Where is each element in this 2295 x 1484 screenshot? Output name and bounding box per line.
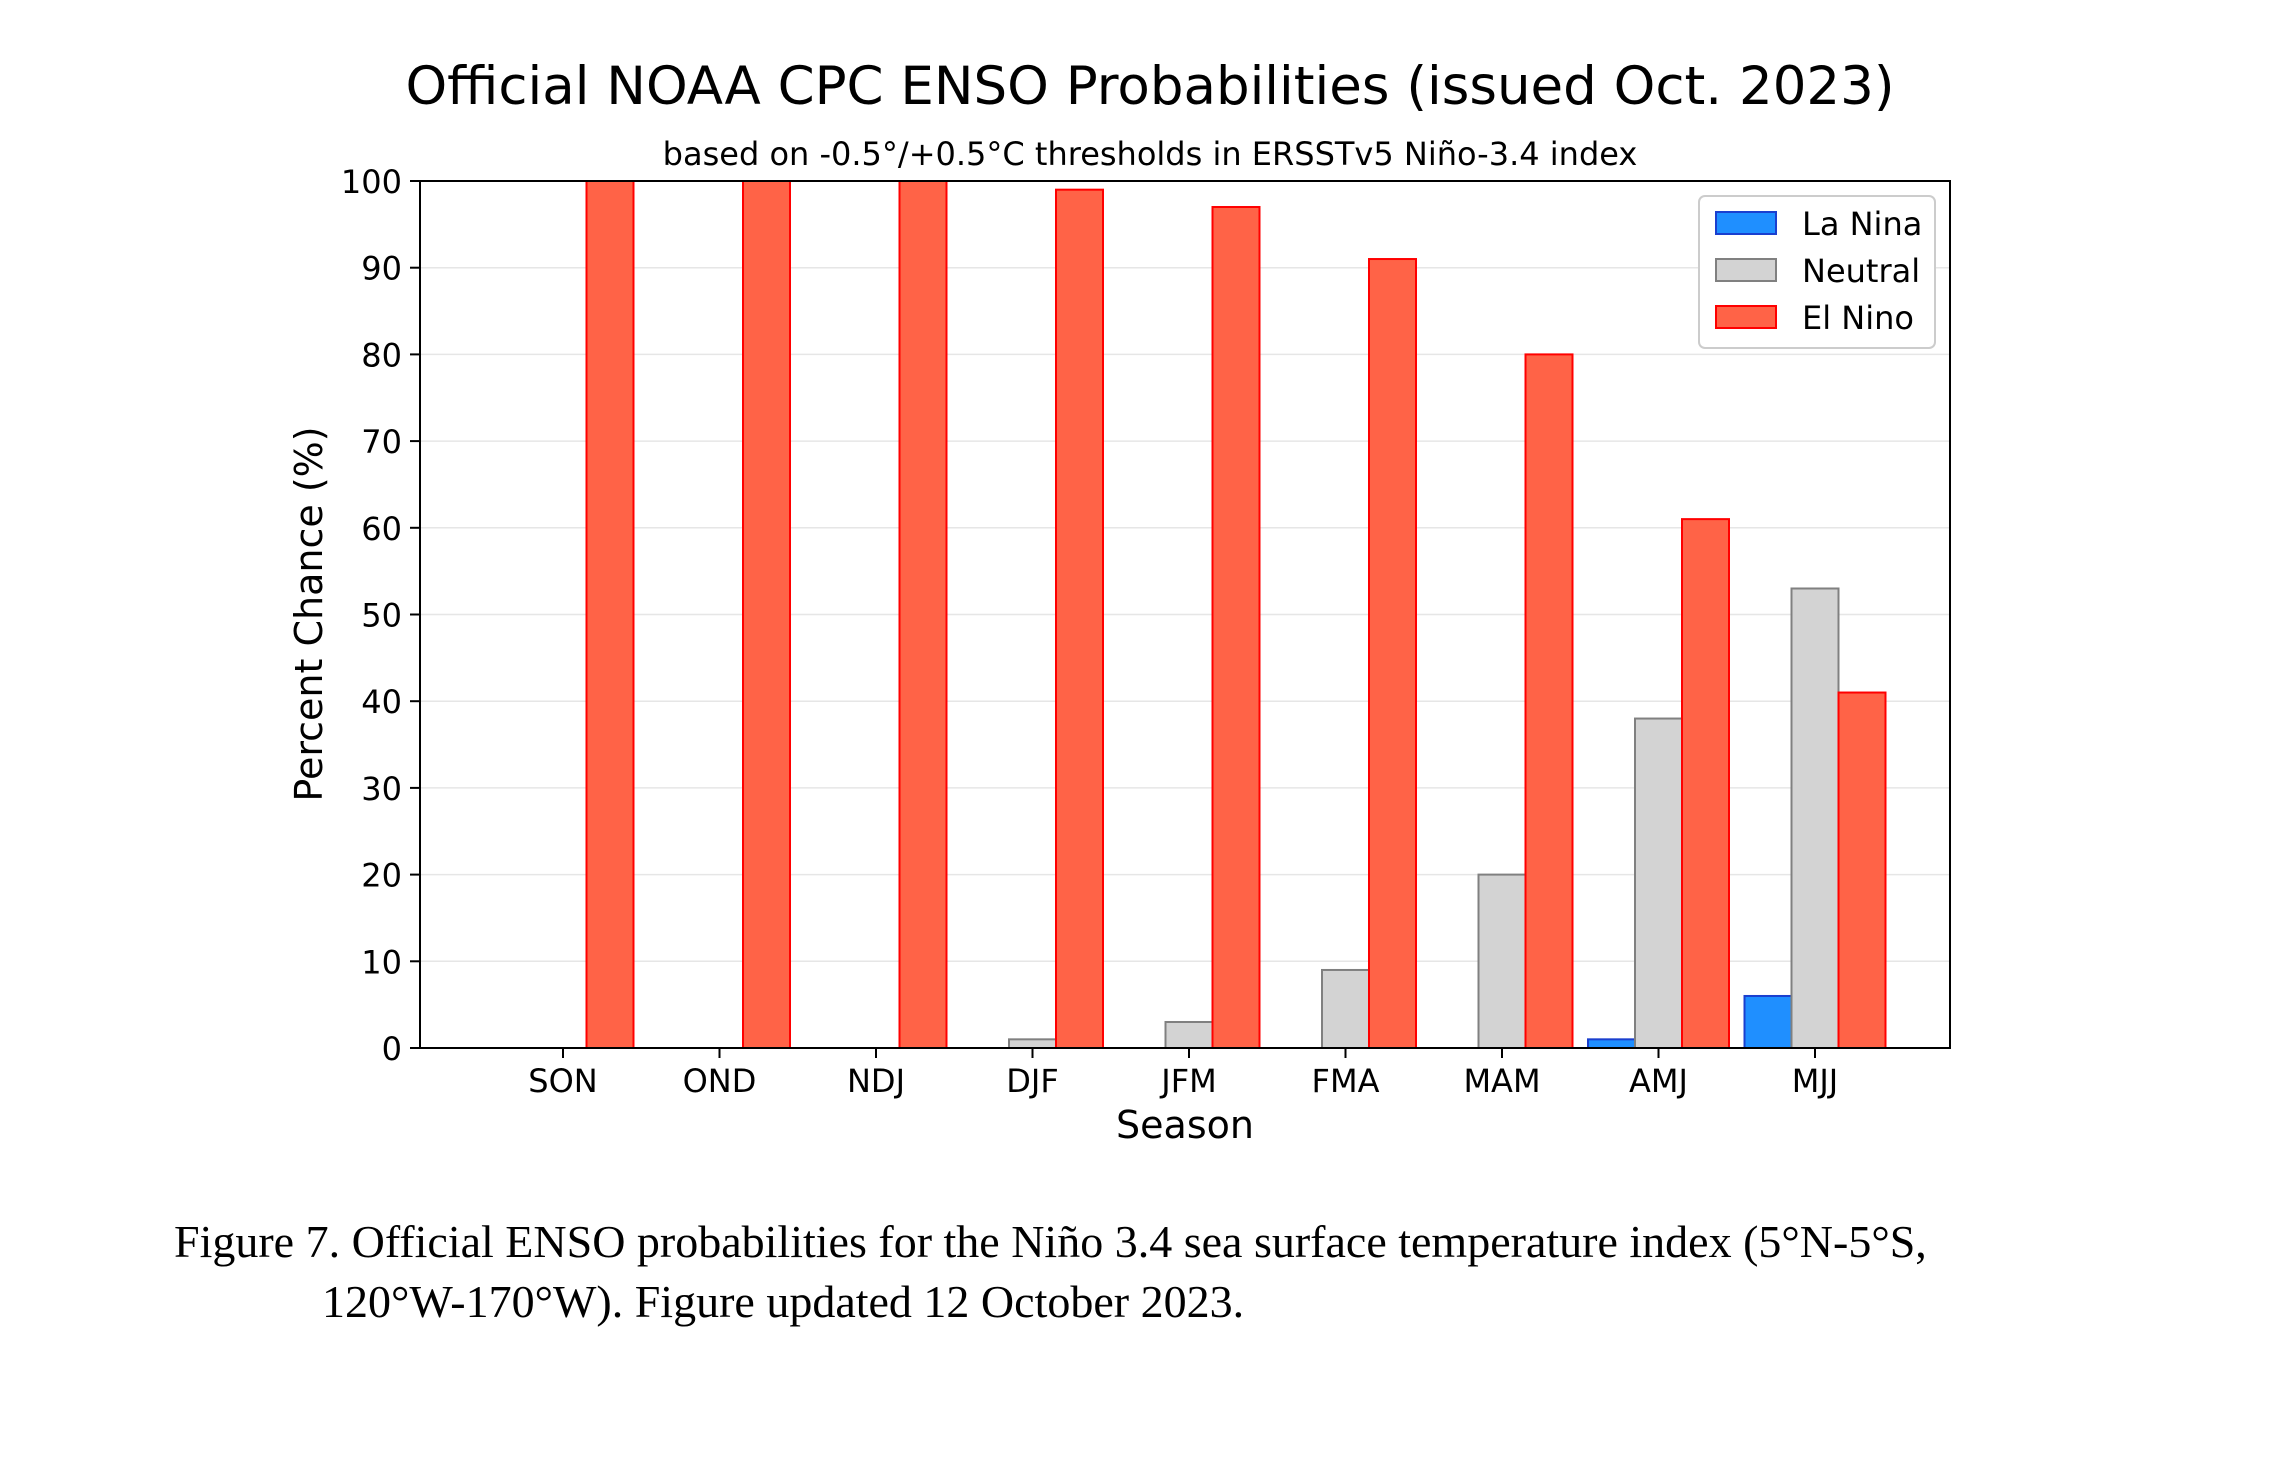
legend-items: La Nina Neutral El Nino [1715,205,1922,337]
legend-swatch-la-nina [1715,211,1777,235]
y-tick-label: 100 [341,163,402,201]
legend: La Nina Neutral El Nino [1698,195,1936,349]
figure-caption: Figure 7. Official ENSO probabilities fo… [174,1212,2184,1332]
chart-title: Official NOAA CPC ENSO Probabilities (is… [405,56,1894,117]
enso-bar-chart: Official NOAA CPC ENSO Probabilities (is… [287,56,1951,1147]
x-tick-label: DJF [1006,1062,1058,1100]
bar-el-nino-fma [1368,258,1417,1049]
bar-el-nino-amj [1681,518,1730,1049]
legend-label-el-nino: El Nino [1802,299,1914,337]
x-tick-label: SON [528,1062,597,1100]
y-tick-label: 50 [361,597,402,635]
bar-el-nino-mjj [1837,691,1887,1050]
bar-el-nino-mam [1524,353,1574,1049]
x-tick-label: AMJ [1629,1062,1688,1100]
bar-neutral-djf [1008,1038,1057,1049]
y-tick-label: 80 [361,336,402,374]
bar-neutral-amj [1634,717,1683,1049]
x-tick-label: MJJ [1792,1062,1838,1100]
y-axis-label: Percent Chance (%) [287,426,331,801]
y-tick-label: 70 [361,423,402,461]
bar-el-nino-son [585,180,635,1049]
bar-el-nino-jfm [1211,206,1261,1049]
chart-subtitle: based on -0.5°/+0.5°C thresholds in ERSS… [663,135,1638,173]
y-tick-label: 90 [361,250,402,288]
x-axis-ticks: SON OND NDJ DJF JFM FMA MAM AMJ MJJ [528,1048,1838,1100]
legend-label-neutral: Neutral [1802,252,1920,290]
bar-el-nino-ond [742,180,791,1049]
y-tick-label: 30 [361,770,402,808]
y-tick-label: 40 [361,683,402,721]
bar-el-nino-ndj [898,180,948,1049]
bar-neutral-jfm [1164,1020,1214,1049]
y-axis-ticks: 0 10 20 30 40 50 60 70 80 90 100 [341,163,420,1068]
x-tick-label: JFM [1159,1062,1216,1100]
x-tick-label: OND [683,1062,757,1100]
bar-la-nina-mjj [1743,994,1793,1049]
bar-el-nino-djf [1055,188,1104,1050]
legend-swatch-neutral [1715,258,1777,282]
y-tick-label: 0 [382,1030,402,1068]
caption-line-1: Figure 7. Official ENSO probabilities fo… [174,1216,1927,1267]
bar-la-nina-amj [1587,1038,1636,1049]
x-tick-label: NDJ [847,1062,905,1100]
bar-neutral-fma [1321,968,1370,1049]
caption-line-2: 120°W-170°W). Figure updated 12 October … [322,1276,1245,1327]
y-tick-label: 60 [361,510,402,548]
legend-swatch-el-nino [1715,305,1777,329]
y-tick-label: 10 [361,943,402,981]
x-axis-label: Season [1116,1103,1254,1147]
bar-neutral-mam [1477,873,1527,1049]
legend-label-la-nina: La Nina [1802,205,1922,243]
x-tick-label: FMA [1312,1062,1380,1100]
x-tick-label: MAM [1463,1062,1540,1100]
y-tick-label: 20 [361,857,402,895]
bar-neutral-mjj [1790,587,1840,1049]
bars [585,180,1887,1050]
